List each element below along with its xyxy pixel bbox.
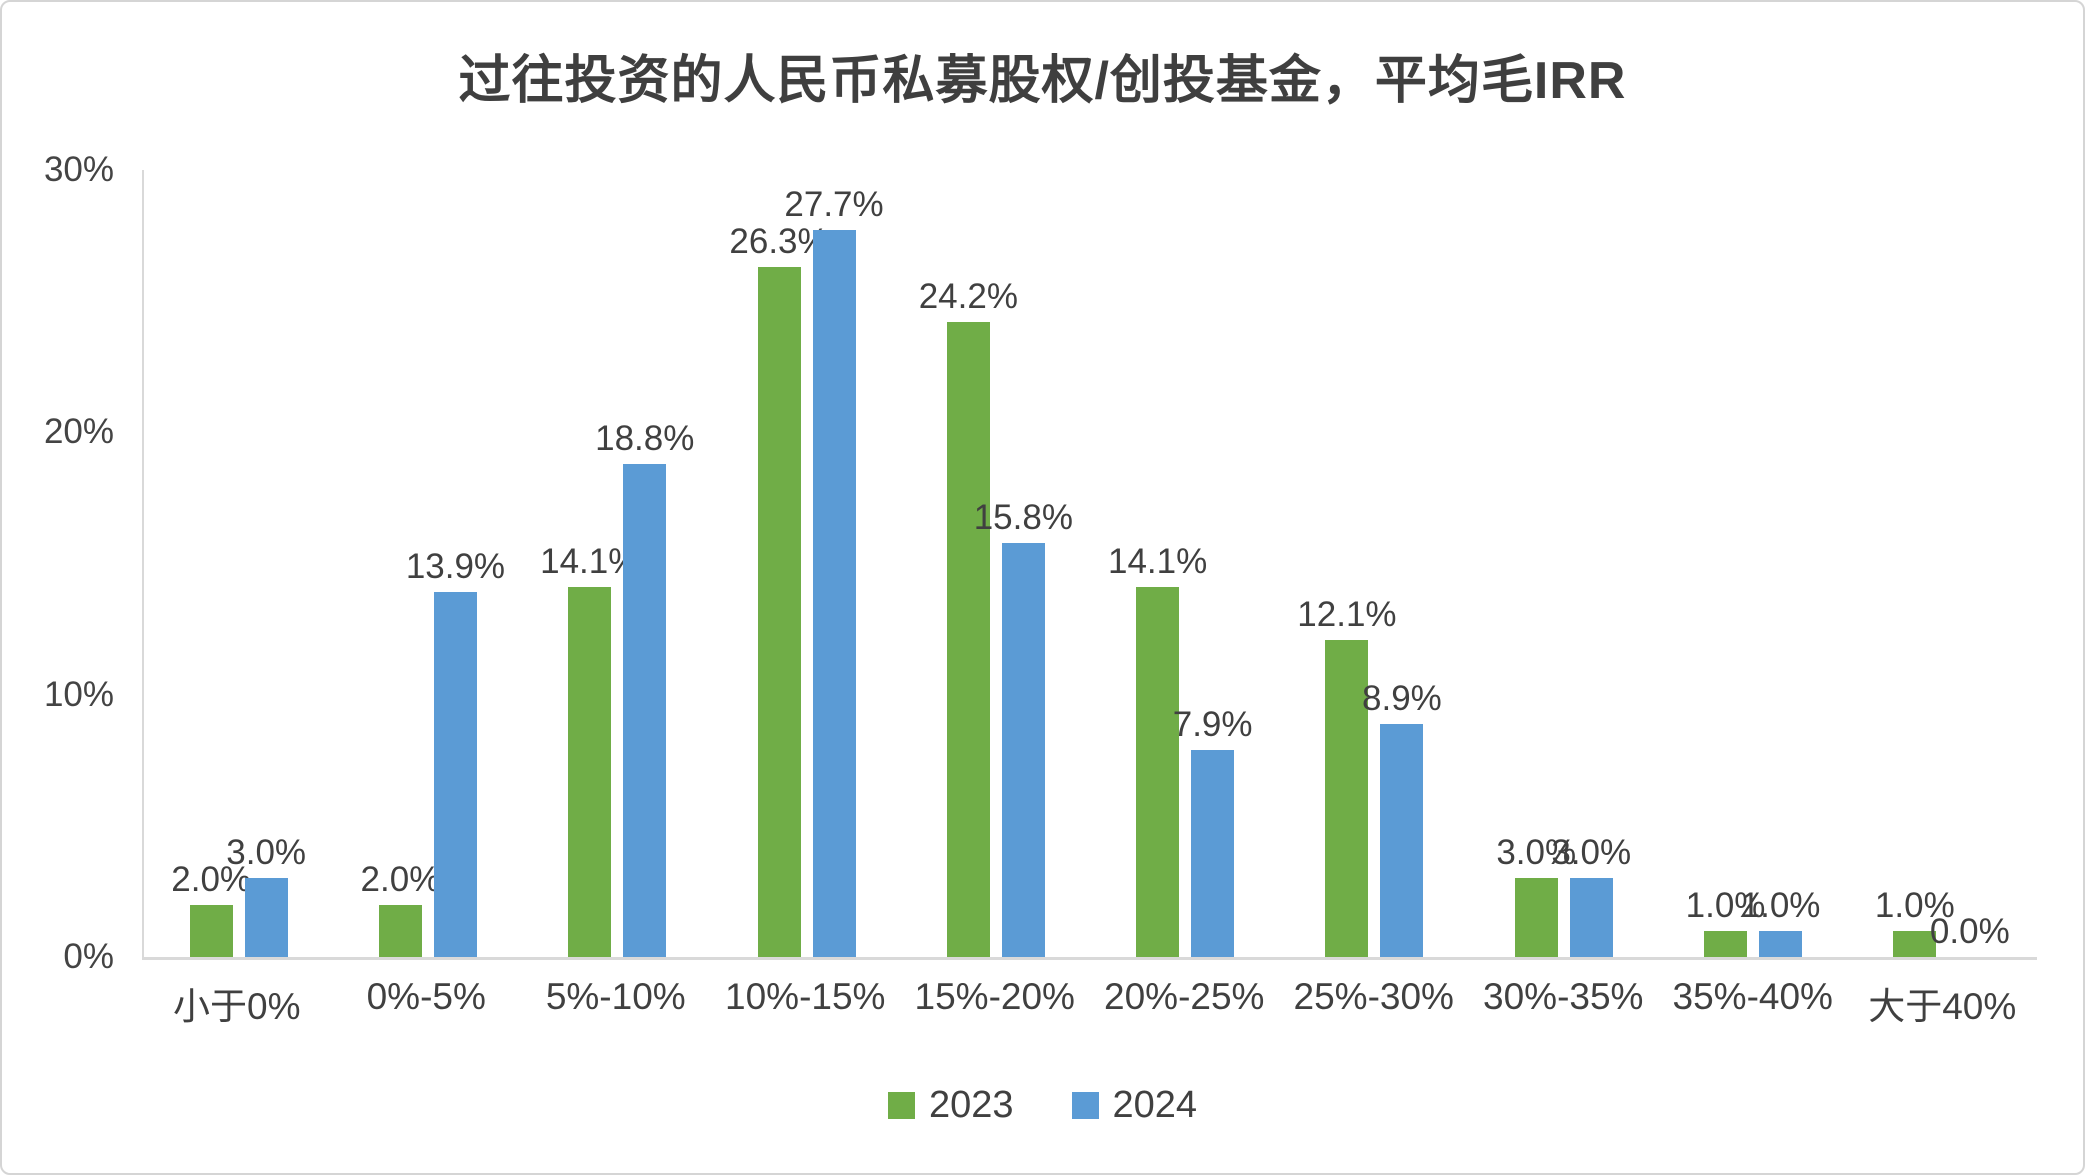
bar-2024: 27.7% [784, 185, 884, 957]
data-label: 3.0% [1496, 833, 1577, 873]
bar-pair: 24.2% 15.8% [901, 170, 1090, 957]
legend: 2023 2024 [2, 1084, 2083, 1127]
bar-pair: 1.0% 0.0% [1848, 170, 2037, 957]
data-label: 0.0% [1929, 912, 2010, 951]
category-group: 12.1% 8.9% [1280, 170, 1469, 957]
bar-2024: 3.0% [1551, 833, 1631, 957]
data-label: 24.2% [918, 277, 1018, 317]
chart-title: 过往投资的人民币私募股权/创投基金，平均毛IRR [458, 52, 1627, 110]
data-label: 2.0% [171, 859, 252, 899]
legend-item-2024: 2024 [1071, 1084, 1198, 1127]
data-label: 14.1% [540, 542, 640, 582]
data-label: 12.1% [1297, 594, 1397, 634]
bar-2023: 26.3% [729, 222, 829, 957]
x-axis-label: 小于0% [173, 986, 301, 1027]
legend-label: 2023 [928, 1084, 1014, 1126]
data-label: 18.8% [595, 418, 695, 458]
category-group: 14.1% 7.9% [1090, 170, 1279, 957]
legend-item-2023: 2023 [887, 1084, 1014, 1127]
bar-2023: 12.1% [1297, 595, 1397, 957]
bar-2023: 3.0% [1496, 833, 1576, 957]
data-label: 3.0% [1551, 833, 1632, 873]
bar-pair: 2.0% 3.0% [144, 170, 333, 957]
category-group: 14.1% 18.8% [523, 170, 712, 957]
data-label: 27.7% [784, 185, 884, 225]
legend-label: 2024 [1112, 1084, 1198, 1126]
y-tick-label: 20% [43, 412, 114, 452]
bar-pair: 2.0% 13.9% [333, 170, 522, 957]
x-axis-label: 20%-25% [1104, 976, 1265, 1017]
plot-area: 2.0% 3.0% 2.0% 13.9% 14.1% 18.8% 26.3% 27.7% 24.… [142, 170, 2037, 960]
bar-2024: 18.8% [595, 419, 694, 957]
data-label: 1.0% [1874, 885, 1955, 925]
category-group: 1.0% 1.0% [1658, 170, 1847, 957]
bar-2024: 8.9% [1362, 679, 1442, 957]
data-label: 2.0% [360, 859, 441, 899]
x-axis-label: 0%-5% [366, 976, 486, 1017]
x-axis-label: 25%-30% [1293, 976, 1454, 1017]
category-group: 3.0% 3.0% [1469, 170, 1658, 957]
bar-2024: 1.0% [1741, 886, 1820, 957]
data-label: 14.1% [1108, 542, 1208, 582]
bar-2024: 3.0% [226, 833, 306, 957]
x-axis-label: 10%-15% [725, 976, 886, 1017]
x-axis-label: 大于40% [1868, 986, 2017, 1027]
data-label: 3.0% [226, 833, 307, 873]
x-axis-label: 5%-10% [545, 976, 686, 1017]
data-label: 15.8% [973, 497, 1073, 537]
bar-2024: 13.9% [406, 547, 505, 957]
bar-2023: 2.0% [171, 860, 251, 957]
category-group: 26.3% 27.7% [712, 170, 901, 957]
legend-swatch-2023 [887, 1092, 915, 1119]
data-label: 1.0% [1685, 885, 1766, 925]
bar-pair: 3.0% 3.0% [1469, 170, 1658, 957]
category-group: 2.0% 3.0% [144, 170, 333, 957]
bar-pair: 12.1% 8.9% [1280, 170, 1469, 957]
bar-2023: 14.1% [1108, 542, 1207, 957]
data-label: 1.0% [1740, 885, 1821, 925]
bar-2023: 1.0% [1686, 886, 1765, 957]
category-group: 1.0% 0.0% [1848, 170, 2037, 957]
x-axis-label: 15%-20% [914, 976, 1075, 1017]
data-label: 13.9% [405, 547, 506, 587]
y-tick-label: 30% [43, 150, 114, 189]
bar-pair: 14.1% 18.8% [523, 170, 712, 957]
data-label: 26.3% [729, 222, 829, 262]
bar-2024: 15.8% [974, 498, 1073, 957]
data-label: 8.9% [1362, 678, 1442, 718]
bar-pair: 26.3% 27.7% [712, 170, 901, 957]
bar-pair: 14.1% 7.9% [1090, 170, 1279, 957]
bar-pair: 1.0% 1.0% [1658, 170, 1847, 957]
x-axis-label: 35%-40% [1672, 976, 1833, 1017]
category-group: 24.2% 15.8% [901, 170, 1090, 957]
bar-2023: 2.0% [361, 860, 440, 957]
x-axis-label: 30%-35% [1483, 976, 1644, 1017]
bar-2023: 14.1% [540, 542, 639, 957]
data-label: 7.9% [1172, 704, 1253, 744]
x-axis-labels: 小于0% 0%-5% 5%-10% 10%-15% 15%-20% 20%-25% 25%-… [142, 976, 2037, 1030]
bar-2023: 1.0% [1875, 886, 1955, 957]
legend-swatch-2024 [1071, 1092, 1099, 1119]
y-axis: 30% 20% 10% 0% [2, 150, 114, 976]
bar-2023: 24.2% [919, 277, 1018, 957]
bar-2024: 7.9% [1173, 705, 1253, 957]
y-tick-label: 0% [63, 937, 114, 976]
category-group: 2.0% 13.9% [333, 170, 522, 957]
y-tick-label: 10% [43, 674, 114, 714]
